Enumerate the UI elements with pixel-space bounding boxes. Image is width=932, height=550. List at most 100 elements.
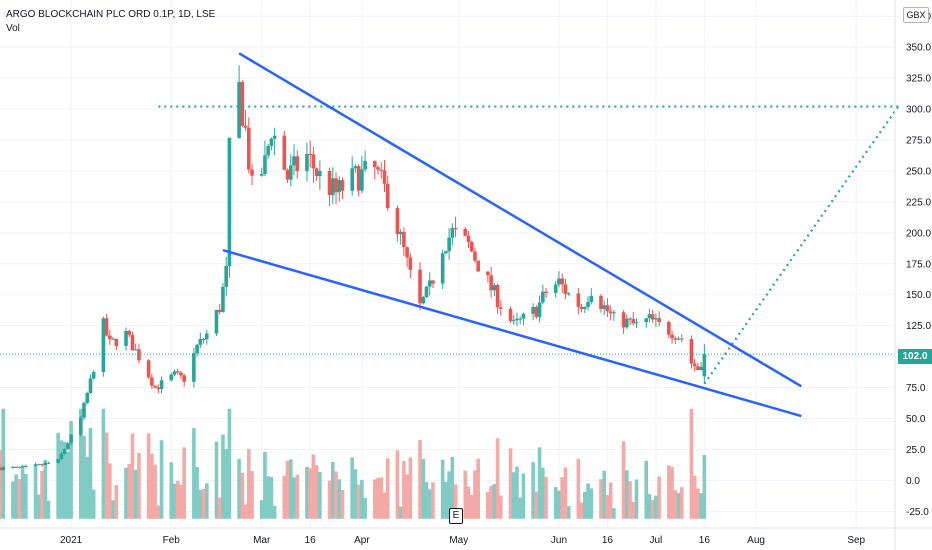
volume-bar — [692, 475, 697, 519]
volume-bar — [85, 456, 90, 519]
candle-body — [699, 366, 703, 371]
volume-bar — [127, 463, 132, 519]
volume-bar — [250, 471, 254, 519]
candle-body — [631, 319, 636, 324]
candle-body — [269, 138, 274, 146]
candle-body — [288, 165, 293, 180]
candle-body — [66, 443, 70, 449]
volume-bar — [424, 481, 429, 519]
candle-body — [702, 354, 707, 377]
candle-body — [625, 318, 629, 328]
x-tick-label: 16 — [699, 535, 711, 546]
volume-bar — [108, 463, 112, 519]
volume-bar — [670, 467, 674, 519]
trendline-annotations[interactable] — [0, 52, 900, 418]
candle-body — [647, 314, 652, 319]
upper-trendline — [238, 52, 802, 388]
price-axis[interactable]: 375.0350.0325.0300.0275.0250.0225.0200.0… — [894, 0, 931, 550]
candle-body — [541, 291, 545, 303]
volume-bar — [195, 467, 199, 519]
candle-body — [612, 312, 616, 314]
x-tick-label: Apr — [354, 535, 370, 546]
volume-bar — [444, 481, 448, 519]
candle-body — [402, 231, 406, 248]
candle-body — [376, 167, 380, 170]
candle-body — [673, 338, 678, 340]
volume-bar — [263, 452, 267, 519]
candle-body — [657, 318, 661, 323]
candle-body — [24, 465, 28, 467]
y-tick-label: 325.0 — [906, 74, 931, 85]
candle-body — [153, 385, 157, 388]
candle-body — [182, 375, 186, 382]
volume-bar — [363, 497, 367, 519]
candle-body — [453, 228, 458, 230]
candle-body — [450, 228, 455, 238]
candle-body — [499, 307, 503, 309]
candle-body — [495, 285, 500, 308]
candle-body — [0, 468, 2, 470]
candle-body — [146, 360, 151, 378]
candle-body — [521, 313, 526, 319]
volume-bar — [537, 447, 542, 519]
candle-body — [385, 183, 390, 209]
candle-body — [444, 251, 448, 254]
candle-body — [59, 453, 64, 459]
candle-body — [214, 309, 219, 334]
candle-body — [463, 228, 468, 236]
candle-body — [544, 291, 548, 293]
candle-body — [515, 318, 519, 321]
y-tick-label: 175.0 — [906, 259, 931, 270]
volume-bar — [576, 458, 581, 519]
volume-bar — [153, 464, 157, 519]
time-axis[interactable]: 2021 Feb Mar 16 Apr May Jun 16 Jul 16 Aug Sep — [0, 527, 932, 546]
candle-body — [330, 178, 335, 196]
candle-body — [602, 305, 607, 309]
candle-body — [124, 330, 128, 346]
candle-body — [492, 285, 497, 291]
candle-body — [11, 466, 15, 468]
x-tick-label: 2021 — [60, 535, 83, 546]
volume-bar — [356, 484, 361, 519]
volume-bar — [699, 493, 703, 519]
volume-bar — [376, 477, 380, 519]
candle-body — [586, 301, 590, 307]
volume-bar — [20, 465, 25, 519]
candle-body — [650, 314, 655, 320]
volume-bar — [14, 474, 18, 519]
y-tick-label: 250.0 — [906, 166, 931, 177]
volume-bar — [59, 440, 64, 519]
volume-bar — [605, 495, 610, 519]
candle-body — [311, 154, 316, 169]
candle-body — [553, 284, 558, 293]
candle-body — [356, 166, 361, 191]
candle-body — [292, 156, 296, 166]
candle-body — [692, 363, 697, 367]
currency-badge[interactable]: GBX — [903, 7, 929, 23]
candle-body — [172, 371, 177, 375]
x-tick-label: Feb — [163, 535, 181, 546]
candle-body — [447, 237, 451, 252]
candle-body — [408, 257, 413, 270]
volume-bar — [111, 500, 115, 519]
candle-body — [133, 349, 138, 351]
candle-body — [246, 127, 251, 170]
candle-body — [108, 335, 112, 340]
x-tick-label: Jun — [551, 535, 567, 546]
volume-bar — [647, 494, 652, 519]
candle-body — [127, 330, 132, 335]
candle-body — [583, 306, 587, 309]
volume-bars — [0, 408, 707, 519]
earnings-event-marker[interactable]: E — [449, 508, 463, 524]
volume-bar — [91, 489, 96, 519]
candle-body — [634, 322, 639, 324]
volume-bar — [240, 472, 245, 519]
candle-body — [85, 393, 90, 403]
candle-body — [91, 372, 96, 379]
volume-bar — [560, 477, 565, 519]
volume-bar — [224, 449, 228, 519]
y-tick-label: 25.0 — [906, 445, 926, 456]
volume-bar — [379, 477, 384, 519]
candle-body — [36, 464, 41, 466]
